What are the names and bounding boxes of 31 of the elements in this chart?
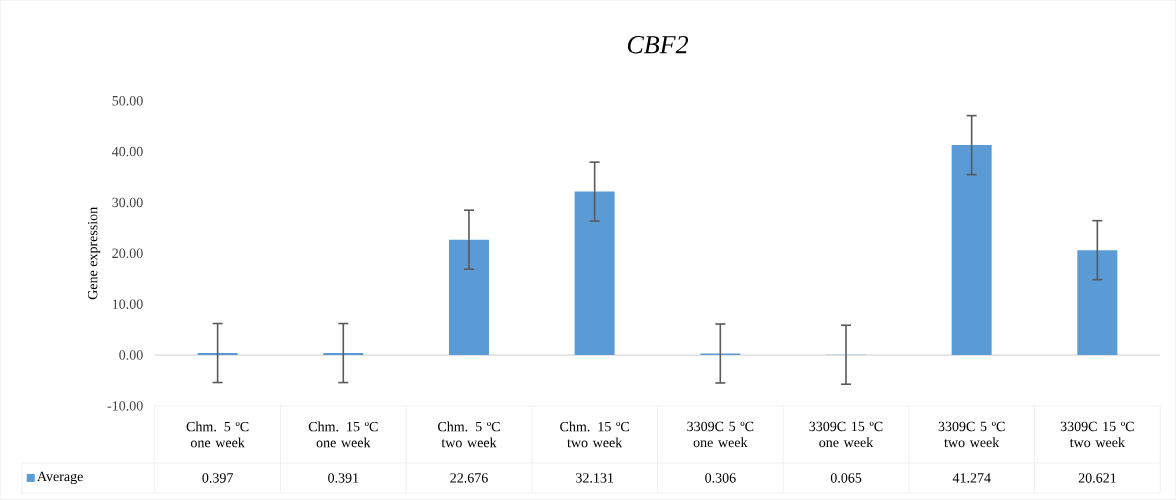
y-tick-label: 20.00 — [112, 248, 143, 259]
x-tick-label: 3309C 15 ºC two week — [1060, 421, 1134, 448]
y-tick-label: 40.00 — [112, 147, 143, 157]
data-label: 0.065 — [830, 473, 862, 483]
y-tick-label: -10.00 — [107, 401, 143, 411]
x-tick-label: 3309C 5 ºC two week — [938, 421, 1005, 448]
chart-title: CBF2 — [627, 36, 689, 54]
y-tick-label: 10.00 — [112, 299, 143, 310]
y-tick-label: 50.00 — [112, 96, 143, 106]
bar — [951, 145, 992, 356]
data-label: 22.676 — [450, 473, 488, 483]
bar — [574, 191, 615, 356]
data-label: 0.306 — [705, 473, 736, 483]
x-tick-label: Chm. 5 ºC one week — [186, 421, 249, 448]
bar — [1077, 250, 1118, 356]
data-label: 20.621 — [1078, 473, 1116, 483]
x-tick-label: 3309C 15 ºC one week — [809, 421, 883, 448]
bar — [197, 353, 238, 356]
data-label: 0.397 — [202, 473, 233, 483]
y-tick-label: 0.00 — [119, 350, 143, 360]
x-tick-label: Chm. 5 ºC two week — [438, 421, 500, 448]
x-tick-label: Chm. 15 ºC two week — [560, 421, 629, 448]
legend-label: Average — [37, 471, 83, 485]
data-label: 32.131 — [576, 473, 614, 483]
data-label: 41.274 — [952, 473, 991, 483]
bar — [448, 239, 489, 356]
x-tick-label: 3309C 5 ºC one week — [687, 421, 754, 448]
y-tick-label: 30.00 — [112, 197, 143, 208]
x-tick-label: Chm. 15 ºC one week — [308, 421, 378, 448]
y-axis-title: Gene expression — [87, 207, 101, 300]
data-label: 0.391 — [328, 473, 359, 483]
